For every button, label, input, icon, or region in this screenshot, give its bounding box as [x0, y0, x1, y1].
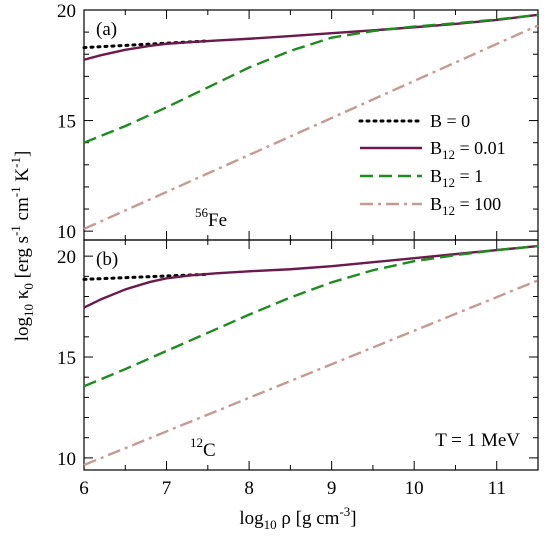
element-label: 56Fe: [195, 205, 227, 231]
x-tick-label: 6: [79, 478, 89, 499]
temperature-annotation: T = 1 MeV: [435, 430, 520, 451]
y-tick-label: 15: [57, 348, 76, 369]
legend-label: B12 = 1: [430, 166, 483, 190]
series-line-dashed: [83, 13, 539, 144]
x-tick-label: 7: [162, 478, 172, 499]
legend-label: B = 0: [430, 111, 470, 131]
x-tick-label: 10: [405, 478, 424, 499]
legend-label: B12 = 0.01: [430, 138, 506, 162]
series-line-dashed: [83, 244, 539, 388]
y-tick-label: 10: [57, 222, 76, 243]
element-label: 12C: [190, 435, 216, 461]
plot-frame: [83, 239, 539, 471]
panel-b: 10 15 20 (b) 12C T = 1 MeV: [57, 239, 539, 471]
x-tick-label: 8: [244, 478, 254, 499]
legend-label: B12 = 100: [430, 194, 501, 218]
series-line-dotted: [82, 272, 210, 281]
x-axis-label: log10 ρ [g cm-3]: [239, 504, 356, 532]
panel-tag: (a): [96, 19, 117, 40]
legend: B = 0 B12 = 0.01 B12 = 1 B12 = 100: [358, 111, 506, 218]
x-tick-label: 11: [488, 478, 506, 499]
y-axis-label: log10 κ0 [erg s-1 cm-1 K-1]: [8, 151, 36, 342]
series-line-dashdot: [83, 24, 539, 231]
y-tick-label: 15: [57, 112, 76, 133]
x-tick-labels: 6 7 8 9 10 11: [79, 478, 506, 499]
panel-tag: (b): [96, 249, 118, 270]
y-tick-label: 20: [57, 1, 76, 22]
y-tick-label: 20: [57, 247, 76, 268]
series-line-dashdot: [83, 279, 539, 467]
series-line-solid: [83, 244, 539, 309]
series-line-dotted: [82, 39, 210, 50]
y-tick-label: 10: [57, 449, 76, 470]
x-tick-label: 9: [327, 478, 337, 499]
